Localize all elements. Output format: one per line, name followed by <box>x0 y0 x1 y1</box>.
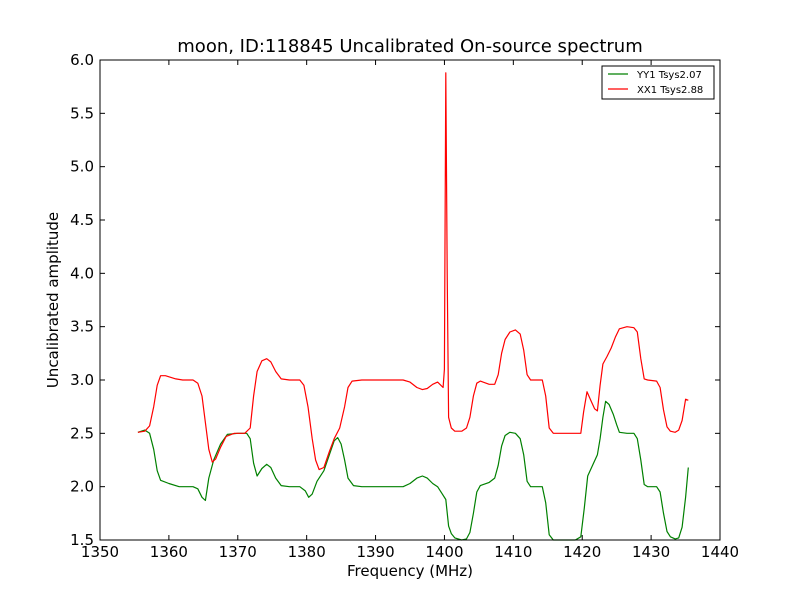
x-tick-label: 1410 <box>494 543 532 561</box>
x-tick-label: 1350 <box>81 543 119 561</box>
y-tick-label: 2.5 <box>70 424 94 442</box>
x-tick-label: 1360 <box>150 543 188 561</box>
y-tick-label: 5.0 <box>70 158 94 176</box>
legend-label-yy1: YY1 Tsys2.07 <box>636 70 702 81</box>
y-tick-label: 4.5 <box>70 211 94 229</box>
tick-layer: 1350 1360 1370 1380 1390 1400 1410 1420 1430 1440… <box>70 51 739 561</box>
plot-frame <box>99 59 721 541</box>
x-tick-label: 1440 <box>701 543 739 561</box>
x-axis-title: Frequency (MHz) <box>347 562 473 580</box>
plot-area <box>100 60 720 540</box>
chart-title: moon, ID:118845 Uncalibrated On-source s… <box>177 36 642 57</box>
series-line-yy1 <box>137 400 689 541</box>
series-layer <box>137 72 689 541</box>
x-tick-label: 1370 <box>219 543 257 561</box>
x-tick-label: 1380 <box>288 543 326 561</box>
legend-label-xx1: XX1 Tsys2.88 <box>637 85 703 96</box>
series-line-xx1 <box>137 72 689 471</box>
x-tick-label: 1430 <box>632 543 670 561</box>
y-tick-label: 2.0 <box>70 478 94 496</box>
y-tick-label: 3.5 <box>70 318 94 336</box>
x-tick-label: 1420 <box>563 543 601 561</box>
legend-box <box>601 65 715 100</box>
y-axis-title: Uncalibrated amplitude <box>44 212 62 388</box>
y-tick-label: 6.0 <box>70 51 94 69</box>
y-tick-label: 4.0 <box>70 264 94 282</box>
y-tick-label: 1.5 <box>70 531 94 549</box>
x-tick-label: 1390 <box>356 543 394 561</box>
y-tick-label: 3.0 <box>70 371 94 389</box>
y-tick-label: 5.5 <box>70 104 94 122</box>
x-tick-label: 1400 <box>425 543 463 561</box>
legend: YY1 Tsys2.07 XX1 Tsys2.88 <box>601 65 715 100</box>
